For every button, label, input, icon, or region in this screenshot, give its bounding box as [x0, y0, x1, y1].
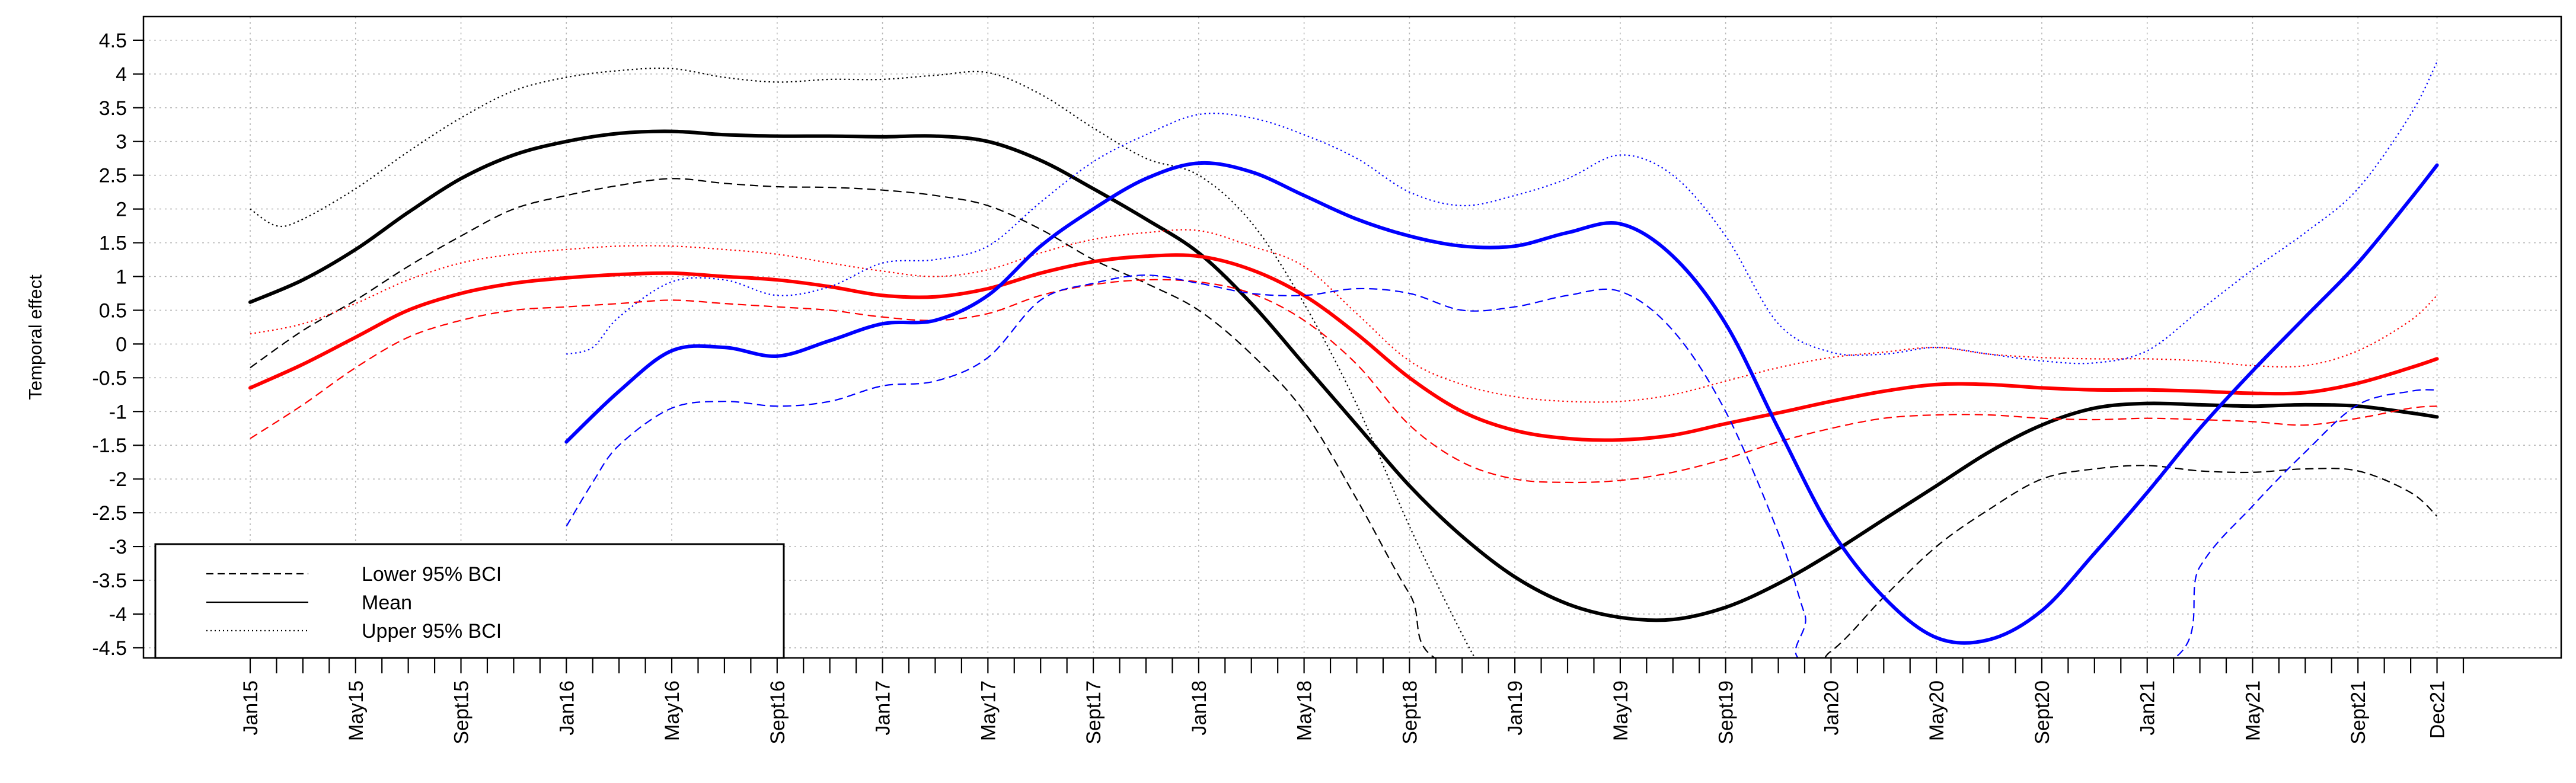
x-tick-label: Jan18 [1188, 680, 1211, 736]
legend-label-lower: Lower 95% BCI [362, 563, 502, 586]
y-tick-label: -0.5 [92, 367, 127, 389]
x-tick-label: May15 [345, 680, 368, 741]
series-red-upper [250, 229, 2438, 403]
x-tick-label: May21 [2242, 680, 2264, 741]
y-tick-label: -4 [109, 603, 127, 626]
x-tick-label: Jan20 [1820, 680, 1843, 736]
y-tick-label: -4.5 [92, 637, 127, 660]
x-tick-label: Sept17 [1083, 680, 1105, 744]
y-tick-label: 4.5 [99, 30, 127, 52]
y-tick-label: -2 [109, 468, 127, 491]
series-lines [248, 61, 2439, 658]
x-tick-label: Sept15 [451, 680, 473, 744]
x-tick-label: May19 [1610, 680, 1632, 741]
axes: 4.5 4 3.5 3 2.5 2 1.5 1 0.5 0 -0.5 -1 -1.5 -2 -2.5 -3 -3… [92, 30, 2465, 744]
grid-lines [143, 17, 2561, 658]
x-tick-label: Jan21 [2137, 680, 2159, 736]
y-tick-label: 3 [116, 131, 127, 154]
x-tick-label: Sept21 [2347, 680, 2370, 744]
series-red-lower [250, 279, 2437, 484]
x-tick-label: May18 [1294, 680, 1316, 741]
plot-frame [142, 15, 2562, 659]
x-tick-label: Sept16 [767, 680, 789, 744]
y-tick-label: 4 [116, 63, 127, 86]
x-tick-label: Dec21 [2427, 680, 2449, 739]
y-tick-label: -1.5 [92, 434, 127, 457]
x-tick-label: Sept18 [1399, 680, 1421, 744]
x-tick-label: Sept19 [1715, 680, 1738, 744]
y-tick-label: -1 [109, 401, 127, 423]
y-axis-label: Temporal effect [25, 274, 46, 400]
x-tick-label: Jan15 [240, 680, 262, 736]
legend-label-mean: Mean [362, 592, 412, 614]
y-tick-label: 1.5 [99, 232, 127, 255]
series-black-lower [250, 178, 2438, 658]
y-tick-label: -2.5 [92, 502, 127, 525]
x-tick-label: May20 [1926, 680, 1948, 741]
series-red-mean [248, 253, 2439, 442]
y-tick-label: 2 [116, 199, 127, 221]
x-tick-label: Sept20 [2031, 680, 2054, 744]
y-tick-label: 1 [116, 266, 127, 288]
series-black-upper [250, 67, 1476, 658]
x-tick-label: May17 [977, 680, 1000, 741]
series-blue-mean [564, 161, 2439, 645]
y-tick-label: 0.5 [99, 299, 127, 322]
series-blue-lower [566, 274, 2437, 658]
series-blue-upper [566, 61, 2438, 365]
x-tick-label: Jan19 [1504, 680, 1527, 736]
y-tick-label: -3.5 [92, 570, 127, 592]
x-tick-label: May16 [661, 680, 684, 741]
series-black-mean [248, 129, 2439, 622]
y-tick-label: 0 [116, 333, 127, 356]
y-tick-label: 3.5 [99, 97, 127, 120]
legend-label-upper: Upper 95% BCI [362, 620, 502, 643]
x-tick-label: Jan16 [556, 680, 578, 736]
legend: Lower 95% BCI Mean Upper 95% BCI [154, 543, 785, 659]
x-tick-label: Jan17 [872, 680, 895, 736]
legend-box [154, 543, 785, 659]
y-tick-label: -3 [109, 536, 127, 558]
y-tick-label: 2.5 [99, 165, 127, 187]
